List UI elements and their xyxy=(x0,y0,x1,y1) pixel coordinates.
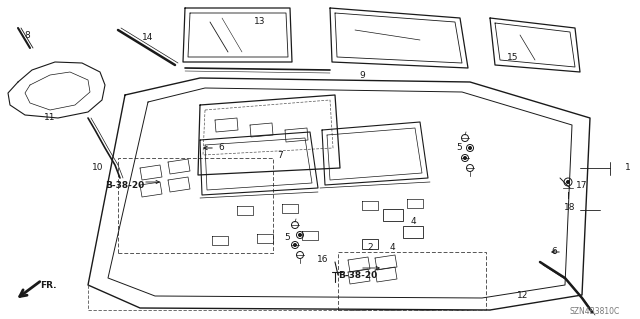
Text: 9: 9 xyxy=(359,70,365,79)
Text: 6: 6 xyxy=(218,144,224,152)
Text: 7: 7 xyxy=(277,151,283,160)
Circle shape xyxy=(566,181,570,183)
Text: 6: 6 xyxy=(551,248,557,256)
Bar xyxy=(338,252,486,310)
Text: 1: 1 xyxy=(625,164,631,173)
Bar xyxy=(118,158,273,253)
Text: 4: 4 xyxy=(411,218,417,226)
Text: B-38-20: B-38-20 xyxy=(338,271,377,279)
Circle shape xyxy=(294,243,296,247)
Circle shape xyxy=(298,234,301,236)
Text: SZN4B3810C: SZN4B3810C xyxy=(570,307,620,315)
Text: FR.: FR. xyxy=(40,281,56,291)
Text: 2: 2 xyxy=(367,243,373,253)
Text: 17: 17 xyxy=(576,181,588,189)
Text: 16: 16 xyxy=(317,256,328,264)
Text: 15: 15 xyxy=(508,54,519,63)
Text: 12: 12 xyxy=(517,291,529,300)
Text: 18: 18 xyxy=(563,204,575,212)
Text: 8: 8 xyxy=(24,31,30,40)
Text: 5: 5 xyxy=(284,234,290,242)
Text: 14: 14 xyxy=(142,33,154,42)
Text: B-38-20: B-38-20 xyxy=(105,181,144,189)
Circle shape xyxy=(468,146,472,150)
Text: 13: 13 xyxy=(254,18,266,26)
Text: 10: 10 xyxy=(92,164,103,173)
Text: 5: 5 xyxy=(456,144,462,152)
Text: 4: 4 xyxy=(390,243,396,253)
Circle shape xyxy=(463,157,467,160)
Text: 11: 11 xyxy=(44,114,56,122)
